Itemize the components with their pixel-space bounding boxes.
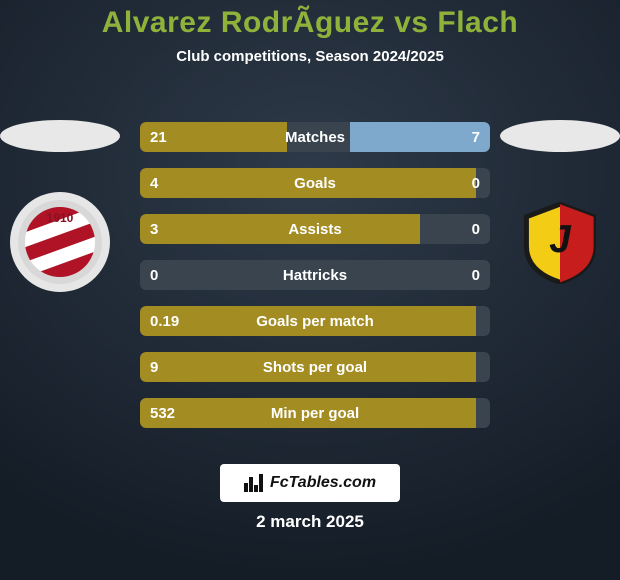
comparison-card: Alvarez RodrÃ­guez vs Flach Club competi… (0, 0, 620, 580)
page-title: Alvarez RodrÃ­guez vs Flach (0, 0, 620, 40)
stat-label: Hattricks (140, 267, 490, 284)
player2-club-badge: J (510, 192, 610, 292)
player2-name: Flach (437, 6, 518, 39)
stats-block: 21 7 Matches 4 0 Goals 3 0 Assists (140, 122, 490, 444)
stat-row: 21 7 Matches (140, 122, 490, 152)
stat-row: 3 0 Assists (140, 214, 490, 244)
stat-label: Shots per goal (140, 359, 490, 376)
player1-club-badge-inner: 1910 (18, 200, 102, 284)
stat-row: 0 0 Hattricks (140, 260, 490, 290)
player2-club-shield: J (518, 200, 602, 284)
player2-badge-letter: J (549, 218, 572, 261)
stat-label: Matches (140, 129, 490, 146)
player1-badge-year: 1910 (25, 211, 95, 225)
stat-row: 532 Min per goal (140, 398, 490, 428)
stat-label: Goals (140, 175, 490, 192)
player1-name: Alvarez RodrÃ­guez (102, 6, 386, 39)
comparison-date: 2 march 2025 (0, 512, 620, 532)
player1-spot: 1910 (0, 120, 120, 292)
stat-row: 9 Shots per goal (140, 352, 490, 382)
bars-icon (244, 474, 266, 492)
player2-photo-placeholder (500, 120, 620, 152)
stat-label: Goals per match (140, 313, 490, 330)
player2-spot: J (500, 120, 620, 292)
stat-row: 4 0 Goals (140, 168, 490, 198)
vs-separator: vs (394, 6, 428, 39)
stat-label: Min per goal (140, 405, 490, 422)
player1-photo-placeholder (0, 120, 120, 152)
stat-label: Assists (140, 221, 490, 238)
stat-row: 0.19 Goals per match (140, 306, 490, 336)
source-logo: FcTables.com (220, 464, 400, 502)
player1-club-badge: 1910 (10, 192, 110, 292)
source-logo-text: FcTables.com (270, 474, 376, 492)
subtitle: Club competitions, Season 2024/2025 (0, 48, 620, 65)
